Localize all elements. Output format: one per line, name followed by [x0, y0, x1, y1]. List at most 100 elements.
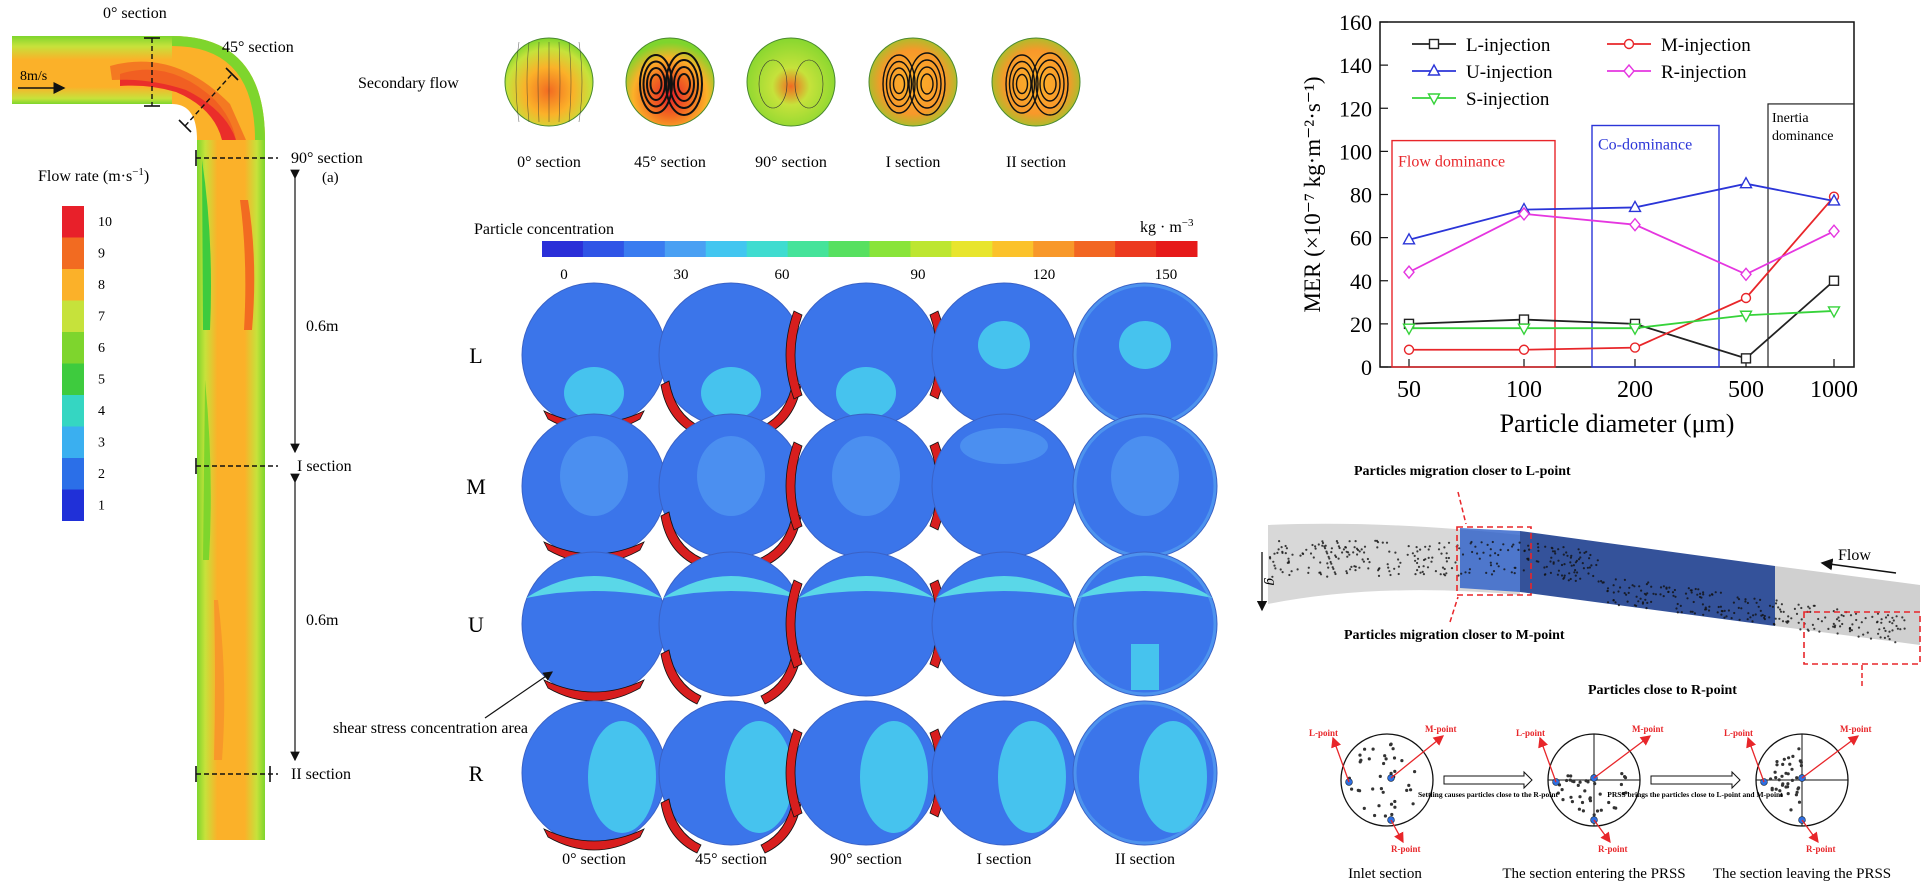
- particle: [1445, 572, 1448, 575]
- shear-stress-arrow: [484, 671, 553, 719]
- particle: [1781, 620, 1785, 623]
- particle: [1363, 551, 1366, 554]
- particle: [1837, 616, 1840, 619]
- legend-swatch-2: [62, 458, 84, 490]
- particle: [1569, 561, 1572, 564]
- schematic-circle-2: L-point M-point R-point The section leaving…: [1713, 724, 1891, 882]
- legend-swatch-10: [62, 206, 84, 238]
- particle: [1551, 550, 1555, 553]
- particle: [1273, 564, 1276, 567]
- particle: [1284, 544, 1287, 548]
- pipe-bend-outer: [172, 36, 265, 140]
- particle: [1563, 576, 1566, 579]
- particle: [1333, 571, 1336, 574]
- particle: [1324, 547, 1327, 550]
- particle: [1880, 621, 1883, 624]
- particle: [1811, 623, 1814, 627]
- particle: [1875, 621, 1879, 624]
- xtick-label: 100: [1506, 377, 1542, 403]
- conc-U-3: [931, 551, 1077, 697]
- particle: [1707, 609, 1711, 612]
- particle-dot: [1373, 813, 1377, 818]
- particle: [1835, 618, 1839, 621]
- legend-level-2: 2: [98, 467, 105, 482]
- legend-S-injection: S-injection: [1412, 89, 1550, 110]
- particle: [1582, 567, 1585, 570]
- particle: [1884, 629, 1887, 633]
- particle: [1793, 607, 1796, 611]
- particle: [1290, 570, 1293, 573]
- particle-dot: [1566, 774, 1570, 778]
- particle: [1895, 615, 1898, 618]
- ytick-label: 160: [1339, 10, 1372, 35]
- series-line: [1409, 196, 1835, 351]
- particle: [1447, 541, 1451, 544]
- particle: [1665, 587, 1668, 590]
- particle: [1348, 540, 1351, 543]
- ytick-label: 20: [1350, 312, 1372, 337]
- particle: [1771, 605, 1774, 608]
- secflow-90-circle: 90° section: [746, 37, 836, 171]
- particle: [1329, 560, 1332, 564]
- particle: [1732, 601, 1735, 604]
- legend-U-injection: U-injection: [1412, 62, 1553, 83]
- secflow-45-circle: 45° section: [625, 37, 715, 171]
- particle: [1424, 545, 1427, 548]
- particle: [1422, 558, 1426, 562]
- particle: [1574, 574, 1577, 577]
- particle: [1753, 597, 1756, 600]
- particle-dot: [1411, 802, 1415, 806]
- particle: [1375, 539, 1379, 543]
- particle: [1673, 588, 1676, 592]
- particle: [1623, 592, 1626, 595]
- particle-dot: [1569, 774, 1573, 778]
- migration-pipe-left: [1268, 523, 1520, 604]
- particle: [1674, 595, 1677, 598]
- particle: [1812, 604, 1815, 607]
- particle: [1385, 541, 1389, 544]
- particle-dot: [1393, 769, 1397, 774]
- concentration-panel: Particle concentration kg · m−3 0 30 60 90 1…: [333, 217, 1218, 868]
- particle: [1513, 572, 1516, 575]
- legend-swatch-5: [62, 363, 84, 395]
- particle: [1586, 566, 1589, 569]
- legend-level-9: 9: [98, 247, 105, 262]
- region-inertia-label: Inertia: [1772, 111, 1809, 126]
- particle: [1527, 544, 1530, 547]
- conc-L-2: [785, 282, 947, 428]
- particle: [1894, 641, 1897, 644]
- particle: [1497, 553, 1500, 557]
- particle-dot: [1780, 783, 1785, 787]
- particle: [1860, 621, 1863, 624]
- particle-dot: [1382, 761, 1386, 766]
- particle: [1848, 628, 1852, 631]
- legend-label: U-injection: [1466, 62, 1553, 83]
- particle: [1388, 550, 1391, 553]
- particle: [1414, 559, 1417, 562]
- particle-dot: [1786, 772, 1790, 776]
- particle-dot: [1405, 788, 1409, 793]
- shear-stress-arc: [660, 798, 702, 854]
- particle: [1595, 563, 1598, 567]
- particle: [1354, 540, 1357, 543]
- particle: [1696, 593, 1699, 596]
- particle: [1523, 549, 1526, 552]
- particle: [1901, 616, 1904, 619]
- particle: [1287, 557, 1290, 560]
- particle: [1324, 544, 1327, 547]
- particle-dot: [1350, 787, 1354, 791]
- region-co-dominance: [1591, 124, 1720, 368]
- particle: [1447, 556, 1450, 560]
- particle: [1426, 566, 1430, 569]
- particle: [1699, 592, 1702, 595]
- particle: [1284, 552, 1287, 555]
- particle: [1443, 546, 1446, 549]
- particle: [1545, 565, 1548, 568]
- particle: [1644, 598, 1647, 601]
- conc-R-1: [658, 700, 804, 854]
- particle: [1494, 552, 1497, 555]
- particle: [1723, 609, 1726, 613]
- particle-dot: [1797, 747, 1801, 751]
- particle: [1335, 540, 1338, 543]
- particle: [1708, 594, 1711, 597]
